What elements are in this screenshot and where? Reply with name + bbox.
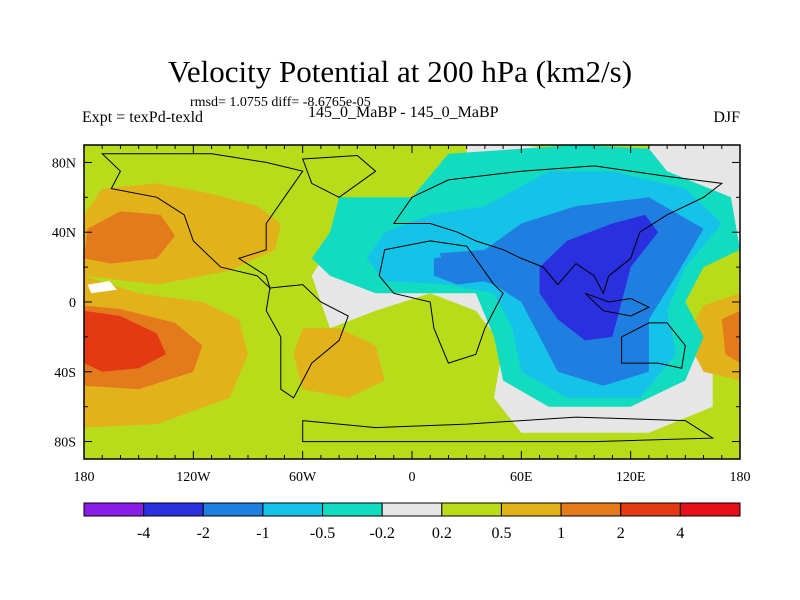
x-tick-label: 180 [730, 470, 751, 485]
positive-south-atlantic [293, 328, 385, 398]
colorbar-label: 0.5 [491, 525, 511, 542]
coast-greenland [301, 154, 377, 198]
coast-australia [621, 322, 686, 369]
x-tick-label: 120E [616, 470, 646, 485]
colorbar-label: -4 [137, 525, 150, 542]
colorbar-label: -2 [197, 525, 210, 542]
season-label: DJF [713, 109, 740, 126]
colorbar-swatch [322, 502, 383, 517]
colorbar-swatch [500, 502, 562, 517]
zero-pacific-hole [87, 281, 117, 294]
negative-core-asia [539, 214, 658, 341]
period-label: 145_0_MaBP - 145_0_MaBP [308, 104, 499, 121]
colorbar-label: 1 [557, 525, 565, 542]
colorbar-label: 4 [676, 525, 684, 542]
colorbar-label: 2 [617, 525, 625, 542]
coast-indonesia [584, 292, 651, 317]
experiment-label: Expt = texPd-texld [82, 109, 204, 126]
colorbar-label: 0.2 [432, 525, 452, 542]
axis-layer: 180 120W 60W 0 60E 120E 180 80N 40N 0 40S 80S [52, 144, 751, 485]
colorbar-label: -0.5 [310, 525, 335, 542]
positive-west-pacific [685, 293, 740, 381]
positive-west-pacific-core [721, 310, 740, 364]
coast-north-america [100, 153, 304, 290]
x-tick-label: 120W [176, 470, 211, 485]
x-tick-label: 60E [510, 470, 533, 485]
negative-africa-core [433, 253, 489, 285]
stats-label: rmsd= 1.0755 diff= -8.6765e-05 [190, 95, 371, 110]
y-tick-label: 80N [52, 156, 76, 171]
y-tick-label: 40N [52, 226, 76, 241]
coast-antarctica [302, 416, 715, 443]
colorbar-swatch [202, 502, 264, 517]
x-tick-label: 60W [289, 470, 317, 485]
chart-title: Velocity Potential at 200 hPa (km2/s) [167, 54, 633, 89]
colorbar-swatch [83, 502, 145, 517]
positive-pacific-red [84, 310, 166, 372]
coast-africa [378, 240, 504, 364]
colorbar-label: -1 [256, 525, 269, 542]
coast-eurasia [392, 165, 724, 295]
x-tick-label: 0 [409, 470, 416, 485]
colorbar-swatch [441, 502, 502, 517]
coastline-layer [100, 153, 724, 443]
colorbar: -4 -2 -1 -0.5 -0.2 0.2 0.5 1 2 4 [83, 502, 741, 542]
x-tick-label: 180 [74, 470, 95, 485]
colorbar-swatch [381, 502, 443, 517]
y-tick-label: 40S [54, 366, 76, 381]
y-tick-label: 0 [69, 296, 76, 311]
colorbar-swatch [679, 502, 741, 517]
colorbar-swatch [143, 502, 204, 517]
colorbar-swatch [620, 502, 681, 517]
y-tick-label: 80S [54, 436, 76, 451]
colorbar-label: -0.2 [370, 525, 395, 542]
near-zero-africa [463, 312, 482, 327]
colorbar-swatch [262, 502, 324, 517]
colorbar-swatch [560, 502, 622, 517]
positive-pacific-core [84, 211, 176, 264]
coast-south-america [265, 284, 349, 399]
contour-fill-layer [84, 145, 740, 459]
